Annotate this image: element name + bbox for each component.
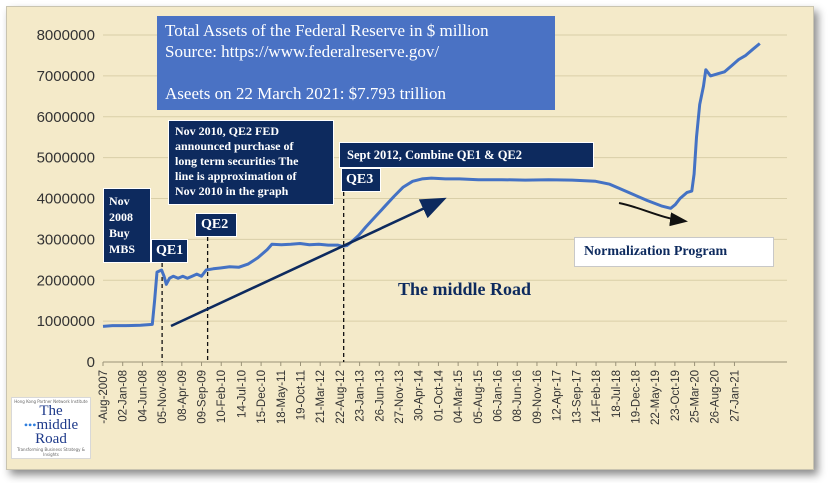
normalization-label: Normalization Program	[574, 237, 774, 267]
x-tick-label: -Aug-2007	[98, 370, 110, 424]
trend-arrows	[170, 197, 688, 328]
qe1-label: QE1	[151, 239, 188, 263]
x-tick-label: 22-May-19	[650, 370, 662, 425]
x-tick-label: 19-Dec-18	[630, 370, 642, 424]
qe2-note-line: Nov 2010 in the graph	[175, 184, 289, 198]
x-tick-label: 08-Apr-09	[177, 370, 189, 421]
x-tick-label: 14-Jul-10	[236, 370, 248, 418]
y-tick-label: 6000000	[37, 109, 95, 126]
qe2-note-line: Nov 2010, QE2 FED	[175, 124, 280, 138]
x-tick-label: 27-Jan-21	[729, 370, 741, 422]
middle-road-label: The middle Road	[398, 279, 532, 299]
y-tick-label: 3000000	[37, 231, 95, 248]
sept2012-annotation: Sept 2012, Combine QE1 & QE2	[339, 142, 594, 168]
x-tick-label: 15-Dec-10	[256, 370, 268, 424]
x-tick-label: 12-Apr-17	[552, 370, 564, 421]
y-axis-ticks: 0 1000000 2000000 3000000 4000000 5000000 6000…	[37, 27, 95, 371]
x-tick-label: 14-Feb-18	[591, 370, 603, 423]
middle-road-trend-arrow	[170, 197, 447, 328]
logo-dots-icon: •••	[23, 418, 37, 432]
qe2-note-annotation: Nov 2010, QE2 FED announced purchase of …	[168, 120, 334, 205]
x-tick-label: 21-Mar-12	[315, 370, 327, 423]
x-tick-label: 09-Sep-09	[197, 370, 209, 424]
qe2-note-line: long term securities The	[175, 154, 299, 168]
x-tick-label: 13-Sep-17	[571, 370, 583, 424]
x-tick-label: 18-May-11	[276, 370, 288, 424]
y-tick-label: 7000000	[37, 68, 95, 85]
logo-line-1: The	[39, 403, 63, 419]
x-tick-label: 18-Jul-18	[611, 370, 623, 418]
nov2008-line: Buy	[109, 226, 130, 240]
qe2-note-line: announced purchase of	[175, 139, 294, 153]
chart-source: Source: https://www.federalreserve.gov/	[165, 42, 440, 61]
nov2008-line: Nov	[109, 194, 130, 208]
x-tick-label: 23-Jan-13	[355, 370, 367, 422]
total-assets-series-line	[102, 42, 761, 328]
y-tick-label: 4000000	[37, 191, 95, 208]
chart-title: Total Assets of the Federal Reserve in $…	[165, 21, 489, 40]
nov2008-line: 2008	[109, 210, 133, 224]
x-tick-label: 25-Mar-20	[690, 370, 702, 423]
event-markers	[161, 192, 345, 362]
x-tick-label: 22-Aug-12	[335, 370, 347, 424]
x-tick-label: 27-Nov-13	[394, 370, 406, 424]
qe2-note-line: line is approximation of	[175, 169, 297, 183]
x-tick-label: 05-Nov-08	[157, 370, 169, 424]
middle-road-logo: Hong Kong Partner Network Institute The …	[11, 397, 91, 459]
y-tick-label: 5000000	[37, 150, 95, 167]
y-tick-label: 0	[87, 354, 95, 371]
x-tick-label: 10-Feb-10	[216, 370, 228, 423]
y-tick-label: 2000000	[37, 272, 95, 289]
x-tick-label: 09-Nov-16	[532, 370, 544, 424]
x-tick-label: 23-Oct-19	[670, 370, 682, 421]
x-tick-label: 01-Oct-14	[433, 369, 445, 421]
x-tick-label: 04-Jun-08	[137, 370, 149, 422]
x-tick-label: 26-Aug-20	[709, 370, 721, 424]
nov2008-line: MBS	[109, 242, 136, 256]
x-tick-label: 26-Jun-13	[374, 370, 386, 422]
x-tick-label: 06-Jan-16	[493, 370, 505, 422]
x-axis-ticks: -Aug-2007 02-Jan-08 04-Jun-08 05-Nov-08 08-A…	[98, 362, 741, 425]
qe3-label: QE3	[341, 168, 381, 192]
qe2-label: QE2	[195, 213, 237, 237]
chart-title-box: Total Assets of the Federal Reserve in $…	[157, 16, 555, 110]
x-tick-label: 02-Jan-08	[118, 370, 130, 422]
logo-line-2: middle	[36, 417, 79, 433]
current-assets-note: Aseets on 22 March 2021: $7.793 trillion	[165, 84, 446, 103]
logo-small-text: Hong Kong Partner Network Institute	[14, 399, 88, 404]
logo-tagline: Transforming Business Strategy & Insight…	[17, 447, 85, 457]
normalization-arrow	[618, 202, 688, 227]
x-tick-label: 08-Jun-16	[512, 370, 524, 422]
y-tick-label: 1000000	[37, 313, 95, 330]
x-tick-label: 04-Mar-15	[453, 370, 465, 423]
y-tick-label: 8000000	[37, 27, 95, 44]
logo-line-3: Road	[35, 431, 67, 447]
nov2008-annotation: Nov 2008 Buy MBS	[103, 188, 151, 263]
x-tick-label: 19-Oct-11	[296, 370, 308, 420]
series-layer	[102, 42, 761, 328]
x-tick-label: 30-Apr-14	[414, 369, 426, 421]
x-tick-label: 05-Aug-15	[473, 370, 485, 424]
